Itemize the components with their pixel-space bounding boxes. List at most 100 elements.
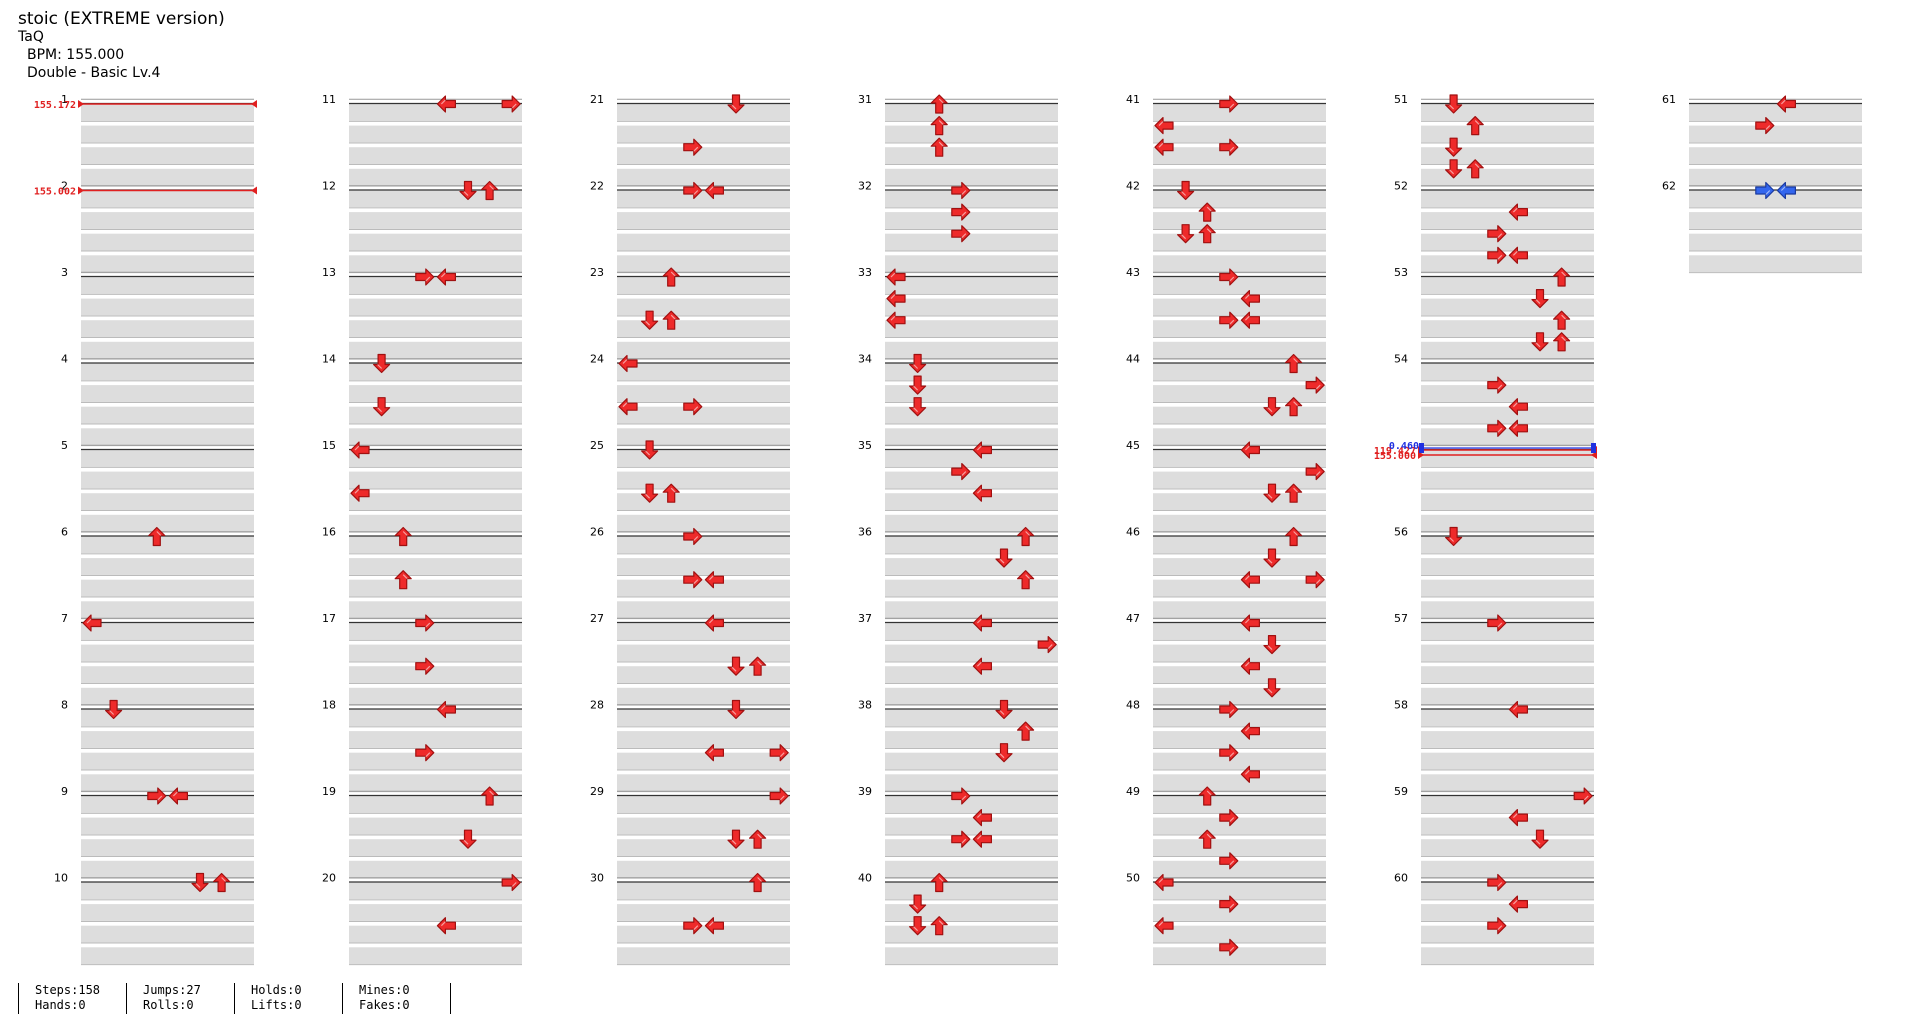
arrow-shape — [1487, 225, 1507, 243]
arrow-up-icon — [748, 656, 767, 676]
arrow-shape — [930, 872, 948, 893]
arrow-highlight — [1512, 423, 1518, 429]
arrow-highlight — [961, 838, 967, 844]
beat-band — [617, 147, 790, 165]
arrow-up-icon — [1466, 115, 1484, 136]
measure-number: 43 — [1126, 266, 1140, 279]
arrow-right-icon — [951, 225, 971, 243]
arrow-shape — [1552, 267, 1571, 287]
arrow-highlight — [1181, 234, 1187, 240]
measure-58: 58 — [1394, 699, 1594, 793]
arrow-shape — [704, 181, 725, 200]
arrow-shape — [1284, 526, 1303, 547]
beat-band — [1689, 168, 1862, 186]
measure-13: 13 — [322, 266, 522, 360]
arrow-shape — [1219, 808, 1239, 827]
arrow-left-icon — [618, 354, 638, 373]
arrow-shape — [1284, 483, 1303, 503]
arrow-shape — [1444, 159, 1463, 179]
arrow-up-icon — [930, 137, 948, 157]
measure-number: 8 — [61, 699, 68, 712]
measure-11: 11 — [322, 93, 522, 187]
beat-band — [81, 687, 254, 705]
measure-number: 9 — [61, 785, 68, 798]
beat-band — [885, 644, 1058, 662]
measure-28: 28 — [590, 699, 790, 793]
beat-band — [1153, 947, 1326, 965]
beat-band — [1421, 406, 1594, 424]
arrow-shape — [951, 181, 971, 200]
stats-jumps-rolls: Jumps:27 Rolls:0 — [126, 983, 201, 1014]
arrow-right-icon — [147, 787, 167, 805]
arrow-highlight — [1267, 688, 1273, 694]
arrow-left-icon — [436, 268, 456, 286]
arrow-left-icon — [972, 830, 993, 848]
arrow-shape — [436, 95, 456, 113]
arrow-highlight — [440, 99, 446, 105]
beat-band — [81, 536, 254, 554]
beat-band — [617, 666, 790, 684]
arrow-highlight — [1765, 125, 1771, 131]
arrow-shape — [1305, 571, 1325, 589]
arrow-highlight — [622, 402, 628, 408]
arrow-left-icon — [704, 917, 725, 935]
beat-band — [1421, 471, 1594, 489]
beat-band — [1153, 147, 1326, 165]
stat-lifts: Lifts:0 — [251, 998, 302, 1012]
measure-number: 5 — [61, 439, 68, 452]
arrow-highlight — [172, 791, 178, 797]
beat-band — [1421, 796, 1594, 813]
arrow-highlight — [1293, 487, 1299, 493]
beat-band — [1153, 168, 1326, 186]
arrow-highlight — [440, 921, 446, 927]
arrow-highlight — [1497, 622, 1503, 628]
song-artist: TaQ — [18, 29, 44, 45]
beat-band — [1153, 450, 1326, 467]
beat-band — [81, 125, 254, 143]
arrow-highlight — [779, 795, 785, 801]
arrow-highlight — [938, 141, 944, 147]
arrow-down-icon — [995, 699, 1013, 720]
arrow-highlight — [645, 450, 651, 456]
beat-band — [1153, 860, 1326, 878]
arrow-highlight — [1293, 358, 1299, 363]
beat-band — [1153, 839, 1326, 857]
beat-band — [349, 860, 522, 878]
measure-number: 23 — [590, 266, 604, 279]
arrow-highlight — [708, 618, 714, 624]
arrow-highlight — [1315, 471, 1321, 477]
arrow-shape — [1154, 138, 1174, 156]
beat-band — [617, 752, 790, 770]
arrow-shape — [1176, 224, 1195, 244]
stop-value: 0.460 — [1389, 441, 1419, 452]
beat-band — [1421, 277, 1594, 294]
arrow-right-icon — [1219, 938, 1239, 956]
beat-band — [349, 125, 522, 143]
beat-band — [349, 320, 522, 338]
bpm-end-tick — [251, 186, 257, 195]
arrow-left-icon — [886, 290, 906, 308]
arrow-up-icon — [1016, 721, 1035, 741]
stat-jumps: Jumps:27 — [143, 983, 201, 997]
arrow-shape — [727, 699, 745, 720]
arrow-right-icon — [1219, 852, 1239, 870]
arrow-highlight — [670, 487, 676, 493]
arrow-right-icon — [951, 830, 971, 848]
arrow-up-icon — [1198, 202, 1216, 222]
beat-band — [617, 882, 790, 900]
arrow-highlight — [1512, 813, 1518, 819]
arrow-highlight — [913, 926, 919, 932]
measure-number: 14 — [322, 353, 336, 366]
measure-52: 52 — [1394, 180, 1594, 274]
measure-number: 38 — [858, 699, 872, 712]
arrow-right-icon — [1219, 95, 1239, 113]
arrow-left-icon — [168, 787, 188, 805]
beat-band — [81, 796, 254, 813]
arrow-highlight — [1583, 795, 1589, 801]
arrow-highlight — [1244, 445, 1250, 451]
arrow-down-icon — [1176, 224, 1195, 244]
arrow-shape — [1016, 570, 1035, 590]
beat-band — [1421, 428, 1594, 446]
beat-band — [349, 341, 522, 359]
